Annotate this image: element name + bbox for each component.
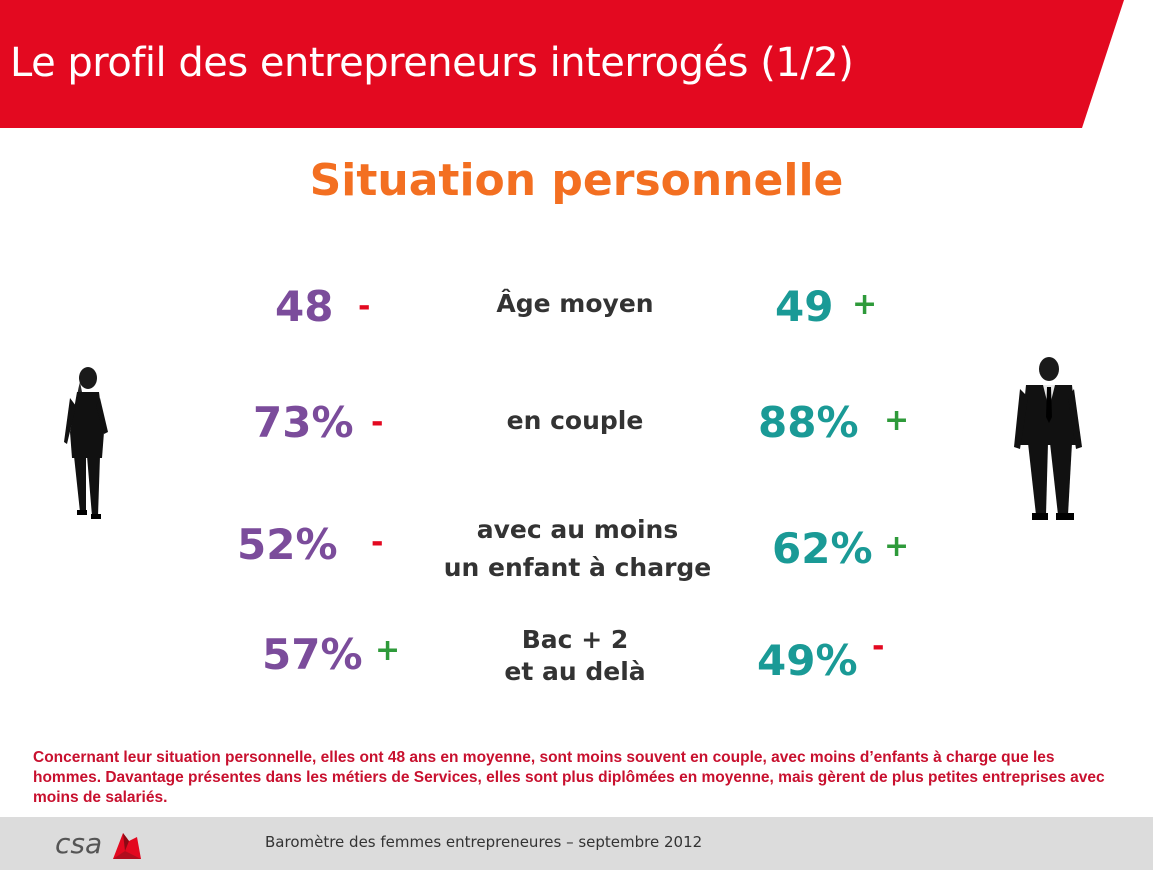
- csa-logo-text: csa: [55, 827, 103, 860]
- women-couple-sign: -: [371, 405, 384, 440]
- row-label-line: un enfant à charge: [443, 553, 712, 582]
- men-age-sign: +: [852, 287, 878, 322]
- women-children-value: 52%: [237, 520, 338, 569]
- csa-logo-mark-icon: [113, 833, 141, 859]
- women-children-sign: -: [371, 525, 384, 560]
- section-title: Situation personnelle: [309, 155, 844, 206]
- woman-figure-icon: [64, 367, 108, 519]
- women-education-sign: +: [375, 633, 401, 668]
- women-education-value: 57%: [262, 630, 363, 679]
- women-age-value: 48: [275, 282, 334, 331]
- row-label-age: Âge moyen: [460, 285, 690, 323]
- men-children-value: 62%: [772, 524, 873, 573]
- men-children-sign: +: [884, 529, 910, 564]
- footer-text: Baromètre des femmes entrepreneures – se…: [265, 833, 703, 851]
- footer: csa Baromètre des femmes entrepreneures …: [0, 817, 1153, 870]
- row-label-line: Âge moyen: [496, 289, 654, 318]
- summary-note: Concernant leur situation personnelle, e…: [33, 749, 1105, 806]
- row-label-education: Bac + 2 et au delà: [460, 624, 690, 688]
- row-label-line: avec au moins: [476, 515, 679, 544]
- men-couple-sign: +: [884, 403, 910, 438]
- page-title: Le profil des entrepreneurs interrogés (…: [10, 40, 854, 86]
- men-education-sign: -: [872, 629, 885, 664]
- men-education-value: 49%: [757, 636, 858, 685]
- row-label-children: avec au moins un enfant à charge: [435, 511, 720, 587]
- row-label-couple: en couple: [460, 402, 690, 440]
- header-banner: [0, 0, 1124, 128]
- csa-logo: csa: [55, 825, 145, 867]
- women-couple-value: 73%: [253, 398, 354, 447]
- women-age-sign: -: [358, 289, 371, 324]
- man-figure-icon: [1014, 357, 1082, 520]
- men-age-value: 49: [775, 282, 834, 331]
- men-couple-value: 88%: [758, 398, 859, 447]
- row-label-line: Bac + 2: [521, 625, 629, 654]
- row-label-line: et au delà: [504, 657, 646, 686]
- row-label-line: en couple: [506, 406, 644, 435]
